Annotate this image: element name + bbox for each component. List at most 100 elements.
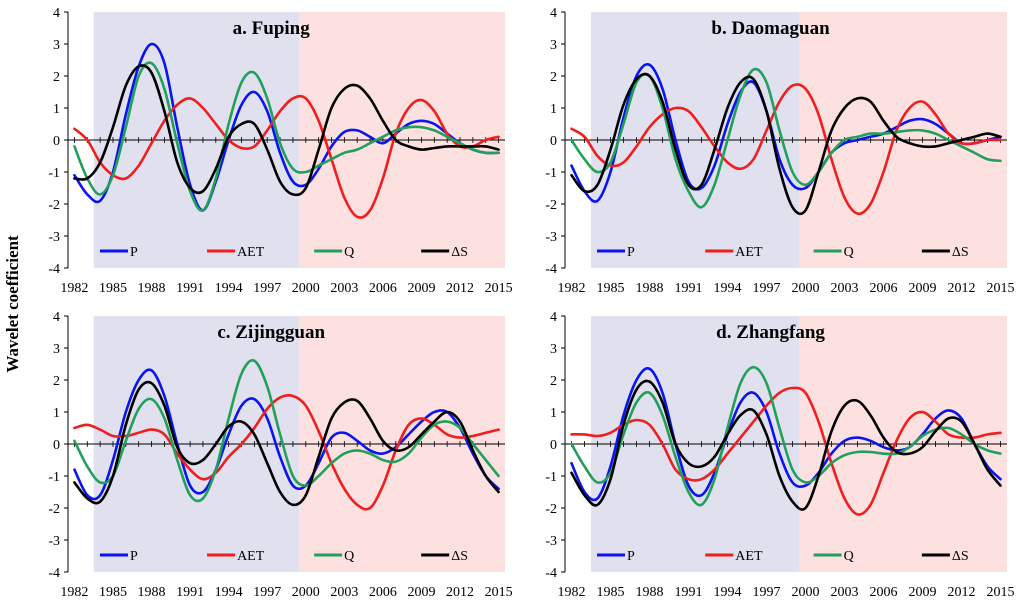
legend-label: Q [344, 245, 354, 260]
x-tick-label: 1994 [714, 585, 742, 600]
y-tick-label: 4 [53, 310, 60, 325]
x-tick-label: 2012 [446, 281, 474, 296]
y-tick-label: -3 [545, 534, 557, 549]
series-line-Q [73, 359, 500, 503]
y-tick-label: 3 [53, 38, 60, 53]
x-tick-label: 1997 [753, 585, 781, 600]
panel-title: b. Daomaguan [711, 18, 830, 39]
panel-4: -4 -3 -2 -1 0 1 2 3 4 1982 1985 1988 1991 1994 1997 200… [545, 310, 1014, 600]
y-tick-label: -3 [545, 230, 557, 245]
legend-label: AET [735, 245, 763, 260]
x-tick-label: 1985 [597, 281, 625, 296]
legend-label: P [130, 549, 138, 564]
x-tick-label: 2009 [407, 281, 435, 296]
y-tick-label: 3 [53, 342, 60, 357]
x-tick-label: 1982 [60, 281, 88, 296]
y-tick-label: 0 [53, 134, 60, 149]
y-tick-label: -4 [48, 262, 60, 277]
y-tick-label: -2 [48, 502, 60, 517]
x-tick-label: 2009 [909, 585, 937, 600]
y-tick-label: 1 [550, 406, 557, 421]
x-tick-label: 1991 [675, 281, 703, 296]
y-tick-label: 3 [550, 342, 557, 357]
y-tick-label: 4 [550, 6, 557, 21]
series-line-P [570, 63, 1002, 203]
x-tick-label: 1982 [60, 585, 88, 600]
y-tick-label: -3 [48, 534, 60, 549]
legend-label: AET [237, 245, 265, 260]
series-line-Q [570, 365, 1002, 507]
y-tick-label: 1 [53, 406, 60, 421]
legend-label: P [627, 549, 635, 564]
legend-label: ΔS [952, 549, 969, 564]
y-tick-label: -3 [48, 230, 60, 245]
x-tick-label: 2006 [369, 585, 397, 600]
y-tick-label: 4 [53, 6, 60, 21]
y-tick-label: -2 [48, 198, 60, 213]
series-line-AET [570, 83, 1002, 216]
y-tick-label: 3 [550, 38, 557, 53]
x-tick-label: 2012 [446, 585, 474, 600]
x-tick-label: 1988 [636, 585, 664, 600]
y-tick-label: -1 [545, 166, 557, 181]
y-tick-label: 1 [53, 102, 60, 117]
x-tick-label: 2015 [987, 585, 1015, 600]
x-tick-label: 1994 [215, 585, 243, 600]
legend-label: Q [344, 549, 354, 564]
series-line-ΔS [73, 64, 500, 197]
series-line-AET [73, 394, 500, 511]
x-tick-label: 1994 [215, 281, 243, 296]
legend-label: P [130, 245, 138, 260]
x-tick-label: 2009 [407, 585, 435, 600]
y-tick-label: 2 [550, 70, 557, 85]
legend-label: ΔS [952, 245, 969, 260]
x-tick-label: 2015 [987, 281, 1015, 296]
series-line-P [73, 42, 500, 212]
x-tick-label: 2003 [330, 585, 358, 600]
y-tick-label: -4 [545, 566, 557, 581]
series-line-ΔS [570, 379, 1002, 511]
y-tick-label: -2 [545, 198, 557, 213]
series-line-ΔS [73, 380, 500, 507]
panel-2: -4 -3 -2 -1 0 1 2 3 4 1982 1985 1988 1991 1994 1997 200… [545, 6, 1014, 296]
x-tick-label: 1985 [99, 585, 127, 600]
x-tick-label: 1997 [753, 281, 781, 296]
legend-label: AET [237, 549, 265, 564]
panel-1: -4 -3 -2 -1 0 1 2 3 4 1982 1985 1988 1991 1994 1997 200… [48, 6, 512, 296]
legend-label: ΔS [451, 549, 468, 564]
x-tick-label: 1982 [558, 585, 586, 600]
y-tick-label: 4 [550, 310, 557, 325]
y-tick-label: -4 [48, 566, 60, 581]
y-tick-label: 2 [53, 70, 60, 85]
y-tick-label: 2 [53, 374, 60, 389]
y-tick-label: -1 [48, 470, 60, 485]
x-tick-label: 2000 [292, 585, 320, 600]
legend-label: Q [844, 549, 854, 564]
panel-3: -4 -3 -2 -1 0 1 2 3 4 1982 1985 1988 1991 1994 1997 200… [48, 310, 512, 600]
legend-label: ΔS [451, 245, 468, 260]
panel-title: a. Fuping [233, 18, 311, 39]
y-tick-label: 0 [550, 438, 557, 453]
series-line-P [73, 368, 500, 501]
x-tick-label: 1988 [138, 585, 166, 600]
y-tick-label: -4 [545, 262, 557, 277]
x-tick-label: 2012 [948, 585, 976, 600]
y-tick-label: -1 [545, 470, 557, 485]
x-tick-label: 1997 [253, 281, 281, 296]
x-tick-label: 2009 [909, 281, 937, 296]
x-tick-label: 2000 [292, 281, 320, 296]
x-tick-label: 2006 [870, 585, 898, 600]
panel-title: d. Zhangfang [716, 322, 825, 343]
x-tick-label: 1991 [176, 585, 204, 600]
y-tick-label: 0 [53, 438, 60, 453]
x-tick-label: 1985 [597, 585, 625, 600]
x-tick-label: 2012 [948, 281, 976, 296]
y-tick-label: -1 [48, 166, 60, 181]
series-line-ΔS [570, 72, 1002, 216]
legend-label: P [627, 245, 635, 260]
x-tick-label: 1997 [253, 585, 281, 600]
y-tick-label: 1 [550, 102, 557, 117]
y-tick-label: -2 [545, 502, 557, 517]
x-tick-label: 1982 [558, 281, 586, 296]
